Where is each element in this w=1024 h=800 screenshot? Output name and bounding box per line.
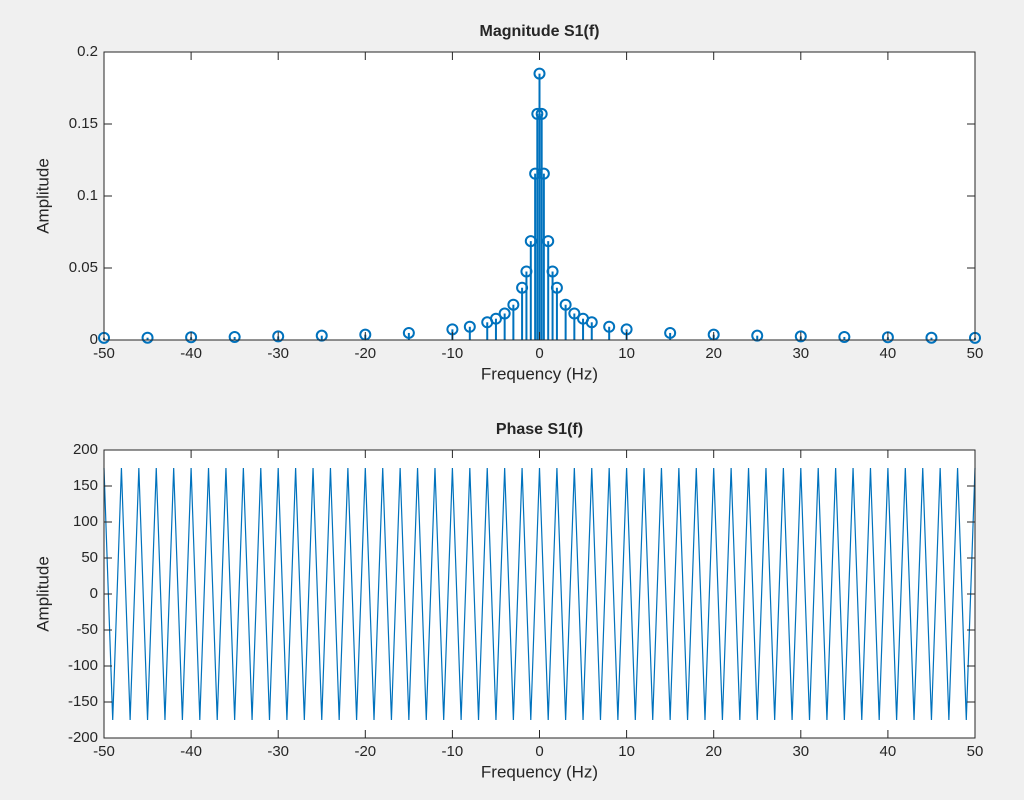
stem-marker: [489, 312, 502, 325]
x-tick-label: 10: [618, 743, 635, 760]
x-tick-label: 50: [967, 743, 984, 760]
x-tick-label: 30: [792, 345, 809, 362]
y-tick-label: 100: [73, 513, 98, 530]
y-tick-label: -200: [68, 729, 98, 746]
y-axis-label: Amplitude: [33, 158, 52, 234]
stem-marker: [794, 330, 807, 343]
y-tick-label: 0: [90, 585, 98, 602]
x-tick-label: 50: [967, 345, 984, 362]
y-tick-label: -50: [76, 621, 98, 638]
chart-title: Phase S1(f): [496, 421, 583, 438]
chart-title: Magnitude S1(f): [480, 23, 600, 40]
x-tick-label: -20: [354, 345, 376, 362]
y-tick-label: 0.2: [77, 43, 98, 60]
x-tick-label: -50: [93, 345, 115, 362]
stem-marker: [141, 331, 154, 344]
stem-marker: [542, 235, 555, 248]
stem-marker: [603, 320, 616, 333]
stem-marker: [568, 307, 581, 320]
y-tick-label: 0.15: [69, 115, 98, 132]
stem-marker: [925, 331, 938, 344]
y-tick-label: 0: [90, 331, 98, 348]
y-tick-label: 0.05: [69, 259, 98, 276]
x-tick-label: -30: [267, 345, 289, 362]
x-tick-label: -40: [180, 743, 202, 760]
plot-area: [104, 450, 975, 738]
x-tick-label: 20: [705, 743, 722, 760]
stem-marker: [838, 330, 851, 343]
stem-marker: [272, 330, 285, 343]
stem-marker: [546, 265, 559, 278]
stem-marker: [463, 320, 476, 333]
x-tick-label: -40: [180, 345, 202, 362]
x-tick-label: 0: [535, 345, 543, 362]
stem-marker: [402, 326, 415, 339]
y-tick-label: 150: [73, 477, 98, 494]
stem-marker: [315, 329, 328, 342]
stem-marker: [550, 281, 563, 294]
stem-marker: [533, 67, 546, 80]
stem-marker: [535, 107, 548, 120]
x-tick-label: -50: [93, 743, 115, 760]
x-tick-label: -10: [442, 743, 464, 760]
x-axis-label: Frequency (Hz): [481, 364, 598, 383]
stem-marker: [228, 330, 241, 343]
stem-marker: [559, 298, 572, 311]
x-tick-label: 20: [705, 345, 722, 362]
y-tick-label: 0.1: [77, 187, 98, 204]
stem-marker: [585, 316, 598, 329]
phase-line: [103, 467, 976, 721]
y-axis-label: Amplitude: [33, 556, 52, 632]
stem-marker: [751, 329, 764, 342]
x-axis-label: Frequency (Hz): [481, 762, 598, 781]
x-tick-label: -30: [267, 743, 289, 760]
stem-marker: [664, 326, 677, 339]
data-layer: [103, 467, 976, 721]
stem-marker: [507, 298, 520, 311]
x-tick-label: 0: [535, 743, 543, 760]
x-tick-label: 30: [792, 743, 809, 760]
y-tick-label: -150: [68, 693, 98, 710]
x-tick-label: -10: [442, 345, 464, 362]
x-tick-label: -20: [354, 743, 376, 760]
x-tick-label: 40: [880, 743, 897, 760]
y-tick-label: -100: [68, 657, 98, 674]
y-tick-label: 200: [73, 441, 98, 458]
y-tick-label: 50: [81, 549, 98, 566]
stem-marker: [498, 307, 511, 320]
x-tick-label: 10: [618, 345, 635, 362]
stem-marker: [537, 167, 550, 180]
x-tick-label: 40: [880, 345, 897, 362]
